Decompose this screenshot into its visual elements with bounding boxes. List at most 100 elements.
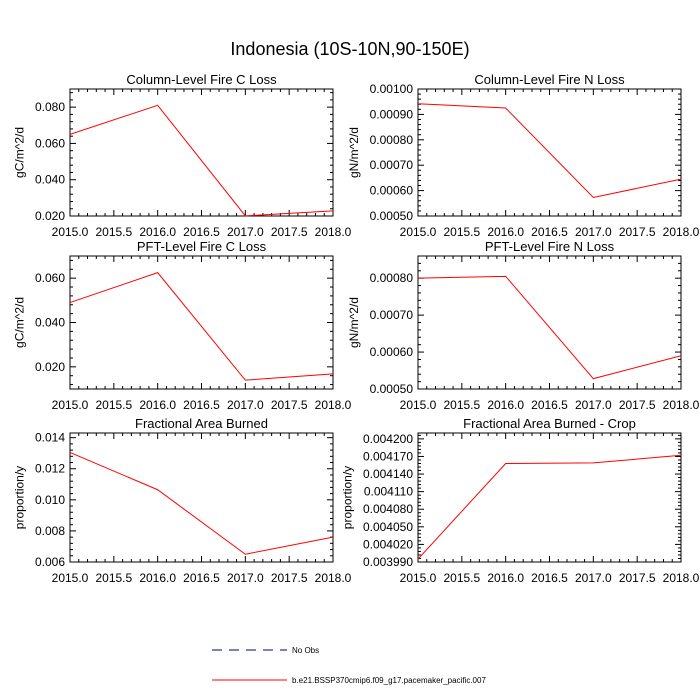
y-tick-label: 0.040 <box>35 173 65 187</box>
x-tick-label: 2015.5 <box>95 225 132 239</box>
x-tick-label: 2018.0 <box>663 225 700 239</box>
x-tick-label: 2015.5 <box>95 571 132 585</box>
y-axis-label: gC/m^2/d <box>13 127 27 178</box>
series-line <box>69 272 334 381</box>
x-tick-label: 2017.5 <box>271 398 308 412</box>
series-line <box>417 103 682 199</box>
x-tick-label: 2015.0 <box>52 225 89 239</box>
x-tick-label: 2017.0 <box>227 225 264 239</box>
x-tick-label: 2017.5 <box>619 225 656 239</box>
y-tick-label: 0.060 <box>35 136 65 150</box>
y-tick-label: 0.020 <box>35 209 65 223</box>
x-tick-label: 2016.5 <box>183 571 220 585</box>
figure-title: Indonesia (10S-10N,90-150E) <box>230 39 469 59</box>
plot-frame <box>417 255 682 390</box>
panel-2: Column-Level Fire N Loss 2015.0 2015.5 2016… <box>347 72 700 239</box>
x-tick-label: 2018.0 <box>663 571 700 585</box>
x-tick-label: 2015.0 <box>400 225 437 239</box>
x-tick-label: 2017.0 <box>575 398 612 412</box>
panels: Column-Level Fire C Loss 2015.0 2015.5 2016… <box>13 72 700 585</box>
x-tick-label: 2015.0 <box>400 398 437 412</box>
x-tick-label: 2015.0 <box>400 571 437 585</box>
x-tick-label: 2018.0 <box>315 398 352 412</box>
x-tick-label: 2015.5 <box>95 398 132 412</box>
panel-title: PFT-Level Fire N Loss <box>485 239 615 254</box>
x-tick-label: 2016.0 <box>487 398 524 412</box>
x-tick-label: 2017.0 <box>575 571 612 585</box>
y-tick-label: 0.040 <box>35 316 65 330</box>
x-tick-label: 2016.0 <box>487 225 524 239</box>
y-axis-label: proportion/y <box>340 466 354 529</box>
y-tick-label: 0.00080 <box>370 271 414 285</box>
panel-title: Column-Level Fire C Loss <box>126 72 277 87</box>
y-tick-label: 0.00080 <box>370 133 414 147</box>
plot-frame <box>417 432 682 563</box>
legend-model-label: b.e21.BSSP370cmip6.f09_g17.pacemaker_pac… <box>292 676 486 685</box>
x-tick-label: 2015.5 <box>443 398 480 412</box>
x-tick-label: 2015.0 <box>52 398 89 412</box>
y-tick-label: 0.00070 <box>370 308 414 322</box>
y-tick-label: 0.004050 <box>363 520 413 534</box>
panel-title: PFT-Level Fire C Loss <box>137 239 267 254</box>
x-tick-label: 2016.5 <box>183 225 220 239</box>
x-tick-label: 2015.5 <box>443 571 480 585</box>
x-tick-label: 2017.0 <box>227 571 264 585</box>
y-tick-label: 0.00070 <box>370 158 414 172</box>
y-tick-label: 0.020 <box>35 360 65 374</box>
series-line <box>69 451 334 555</box>
x-tick-label: 2017.0 <box>227 398 264 412</box>
panel-5: Fractional Area Burned 2015.0 2015.5 2016.0… <box>13 416 352 585</box>
y-tick-label: 0.00060 <box>370 184 414 198</box>
x-tick-label: 2016.5 <box>531 398 568 412</box>
x-tick-label: 2018.0 <box>315 571 352 585</box>
y-tick-label: 0.004020 <box>363 537 413 551</box>
x-tick-label: 2017.5 <box>271 225 308 239</box>
x-tick-label: 2016.5 <box>531 571 568 585</box>
series-line <box>417 275 682 380</box>
y-tick-label: 0.060 <box>35 271 65 285</box>
y-axis-label: gN/m^2/d <box>347 127 361 178</box>
x-tick-label: 2015.0 <box>52 571 89 585</box>
y-axis-label: proportion/y <box>13 466 27 529</box>
y-axis-label: gN/m^2/d <box>347 297 361 348</box>
y-tick-label: 0.012 <box>35 462 65 476</box>
panel-3: PFT-Level Fire C Loss 2015.0 2015.5 2016.0 2… <box>13 239 352 412</box>
y-tick-label: 0.00100 <box>370 82 414 96</box>
y-tick-label: 0.004200 <box>363 432 413 446</box>
y-tick-label: 0.010 <box>35 493 65 507</box>
x-tick-label: 2016.0 <box>139 225 176 239</box>
plot-frame <box>69 88 334 217</box>
x-tick-label: 2018.0 <box>315 225 352 239</box>
panel-title: Fractional Area Burned <box>135 416 268 431</box>
panel-title: Fractional Area Burned - Crop <box>463 416 636 431</box>
series-line <box>69 104 334 217</box>
legend: No Obs b.e21.BSSP370cmip6.f09_g17.pacema… <box>212 646 486 685</box>
x-tick-label: 2016.5 <box>183 398 220 412</box>
x-tick-label: 2016.0 <box>139 398 176 412</box>
y-tick-label: 0.00060 <box>370 345 414 359</box>
panel-4: PFT-Level Fire N Loss 2015.0 2015.5 2016.0 2… <box>347 239 700 412</box>
x-tick-label: 2018.0 <box>663 398 700 412</box>
y-tick-label: 0.00050 <box>370 209 414 223</box>
x-tick-label: 2016.5 <box>531 225 568 239</box>
x-tick-label: 2017.5 <box>619 398 656 412</box>
panel-6: Fractional Area Burned - Crop 2015.0 2015.… <box>340 416 699 585</box>
x-tick-label: 2016.0 <box>487 571 524 585</box>
y-axis-label: gC/m^2/d <box>13 297 27 348</box>
y-tick-label: 0.004080 <box>363 502 413 516</box>
y-tick-label: 0.003990 <box>363 555 413 569</box>
plot-frame <box>69 255 334 390</box>
y-tick-label: 0.008 <box>35 524 65 538</box>
x-tick-label: 2017.0 <box>575 225 612 239</box>
y-tick-label: 0.004140 <box>363 467 413 481</box>
y-tick-label: 0.006 <box>35 555 65 569</box>
y-tick-label: 0.080 <box>35 100 65 114</box>
legend-obs-label: No Obs <box>292 646 319 655</box>
panel-title: Column-Level Fire N Loss <box>474 72 625 87</box>
x-tick-label: 2015.5 <box>443 225 480 239</box>
x-tick-label: 2017.5 <box>271 571 308 585</box>
y-tick-label: 0.00090 <box>370 107 414 121</box>
y-tick-label: 0.004170 <box>363 449 413 463</box>
